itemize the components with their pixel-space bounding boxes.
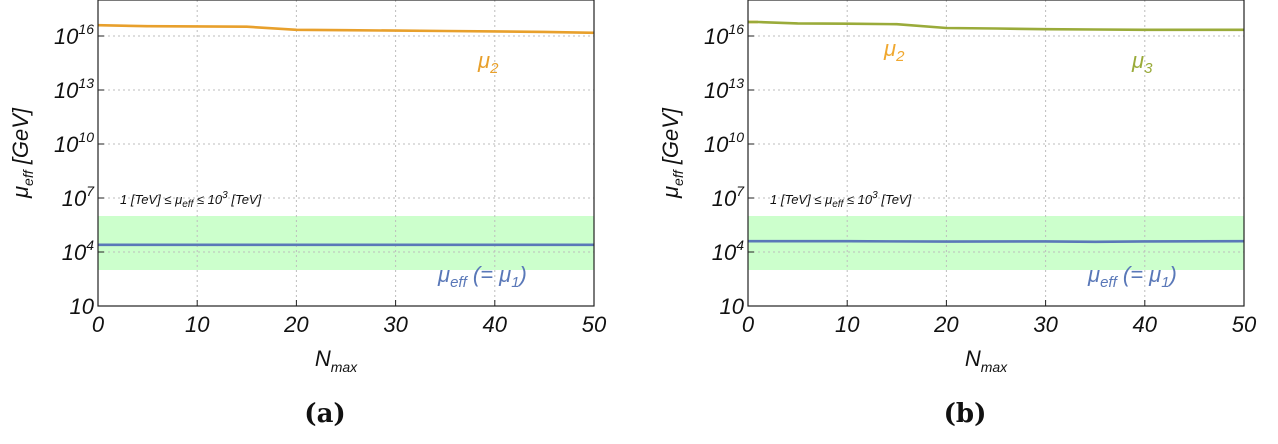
x-tick-label: 0 xyxy=(92,312,105,337)
x-tick-label: 20 xyxy=(283,312,309,337)
series-label-1: μ2 xyxy=(883,36,905,65)
y-tick-label: 1013 xyxy=(704,75,744,103)
chart-panel-1: 0 10 20 30 40 5010104107101010131016Nmaxμeff … xyxy=(8,0,607,429)
y-tick-label: 104 xyxy=(62,237,94,265)
x-tick-label: 50 xyxy=(1232,312,1257,337)
x-axis-title: Nmax xyxy=(965,346,1008,375)
y-tick-label: 107 xyxy=(62,183,95,211)
x-axis-title: Nmax xyxy=(315,346,358,375)
x-tick-label: 40 xyxy=(483,312,508,337)
series-label-3: μeff (= μ1) xyxy=(1087,262,1177,291)
series-label-2: μeff (= μ1) xyxy=(437,262,527,291)
x-tick-label: 0 xyxy=(742,312,755,337)
allowed-band xyxy=(98,216,594,270)
series-line-1 xyxy=(97,23,595,35)
y-tick-label: 1013 xyxy=(54,75,94,103)
x-tick-label: 30 xyxy=(1033,312,1058,337)
band-label: 1 [TeV] ≤ μeff ≤ 103 [TeV] xyxy=(770,190,912,210)
panel-label: (a) xyxy=(304,399,345,429)
x-tick-label: 30 xyxy=(383,312,408,337)
y-tick-label: 107 xyxy=(712,183,745,211)
band-label: 1 [TeV] ≤ μeff ≤ 103 [TeV] xyxy=(120,190,262,210)
series-line-3 xyxy=(748,239,1245,244)
x-tick-label: 10 xyxy=(185,312,210,337)
y-axis-title: μeff [GeV] xyxy=(658,107,686,199)
chart-panel-2: 0 10 20 30 40 5010104107101010131016Nmaxμeff … xyxy=(658,0,1257,429)
y-tick-label: 104 xyxy=(712,237,744,265)
x-tick-label: 10 xyxy=(835,312,860,337)
y-tick-label: 10 xyxy=(720,294,745,319)
y-tick-label: 1016 xyxy=(704,21,744,49)
plot-frame xyxy=(97,0,595,307)
y-tick-label: 1016 xyxy=(54,21,94,49)
y-tick-label: 10 xyxy=(70,294,95,319)
panel-label: (b) xyxy=(944,399,987,429)
series-label-1: μ2 xyxy=(477,48,499,77)
y-tick-label: 1010 xyxy=(54,129,94,157)
y-axis-title: μeff [GeV] xyxy=(8,107,36,199)
allowed-band xyxy=(748,216,1244,270)
series-label-2: μ3 xyxy=(1131,48,1153,77)
x-tick-label: 40 xyxy=(1133,312,1158,337)
y-tick-label: 1010 xyxy=(704,129,744,157)
x-tick-label: 20 xyxy=(933,312,959,337)
plot-frame xyxy=(747,0,1245,307)
series-line-2 xyxy=(748,20,1244,32)
x-tick-label: 50 xyxy=(582,312,607,337)
